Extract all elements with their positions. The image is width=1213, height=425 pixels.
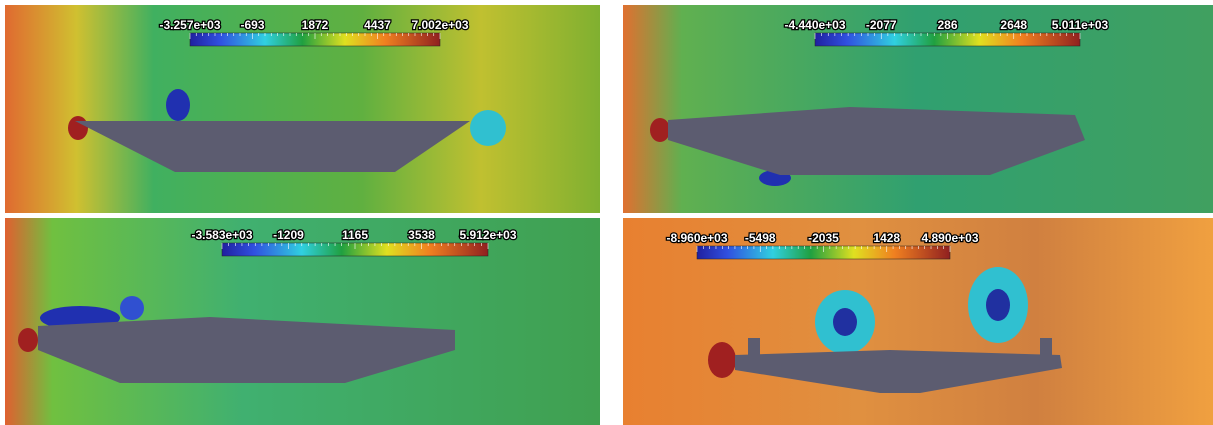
colorbar-label: -2077	[866, 18, 897, 32]
colorbar-label: 1165	[342, 228, 368, 242]
vortex	[986, 289, 1010, 321]
figure: -3.257e+03 -693 1872 4437 7.002e+03 -4.440e+0…	[0, 0, 1213, 425]
vortex	[68, 116, 88, 140]
colorbar-label: -5498	[745, 231, 776, 245]
vortex	[650, 118, 670, 142]
vortex	[18, 328, 38, 352]
colorbar-label: -2035	[808, 231, 839, 245]
vortex	[470, 110, 506, 146]
colorbar-label: 2648	[1000, 18, 1027, 32]
hull	[1040, 338, 1052, 356]
colorbar-label: -3.583e+03	[191, 228, 252, 242]
colorbar-label: 3538	[408, 228, 435, 242]
colorbar-label: -1209	[273, 228, 304, 242]
hull	[748, 338, 760, 356]
vortex	[120, 296, 144, 320]
colorbar-label: -3.257e+03	[159, 18, 220, 32]
colorbar-label: 5.011e+03	[1052, 18, 1109, 32]
vortex	[833, 308, 857, 336]
colorbar-label: 7.002e+03	[411, 18, 468, 32]
colorbar-label: 4.890e+03	[921, 231, 978, 245]
colorbar-label: -8.960e+03	[666, 231, 727, 245]
colorbar-label: 286	[937, 18, 957, 32]
colorbar-label: 5.912e+03	[459, 228, 516, 242]
colorbar-label: 1872	[302, 18, 329, 32]
vortex	[708, 342, 736, 378]
colorbar-label: 4437	[364, 18, 391, 32]
colorbar-label: -4.440e+03	[784, 18, 845, 32]
vortex	[166, 89, 190, 121]
colorbar-label: -693	[240, 18, 264, 32]
colorbar-label: 1428	[873, 231, 900, 245]
